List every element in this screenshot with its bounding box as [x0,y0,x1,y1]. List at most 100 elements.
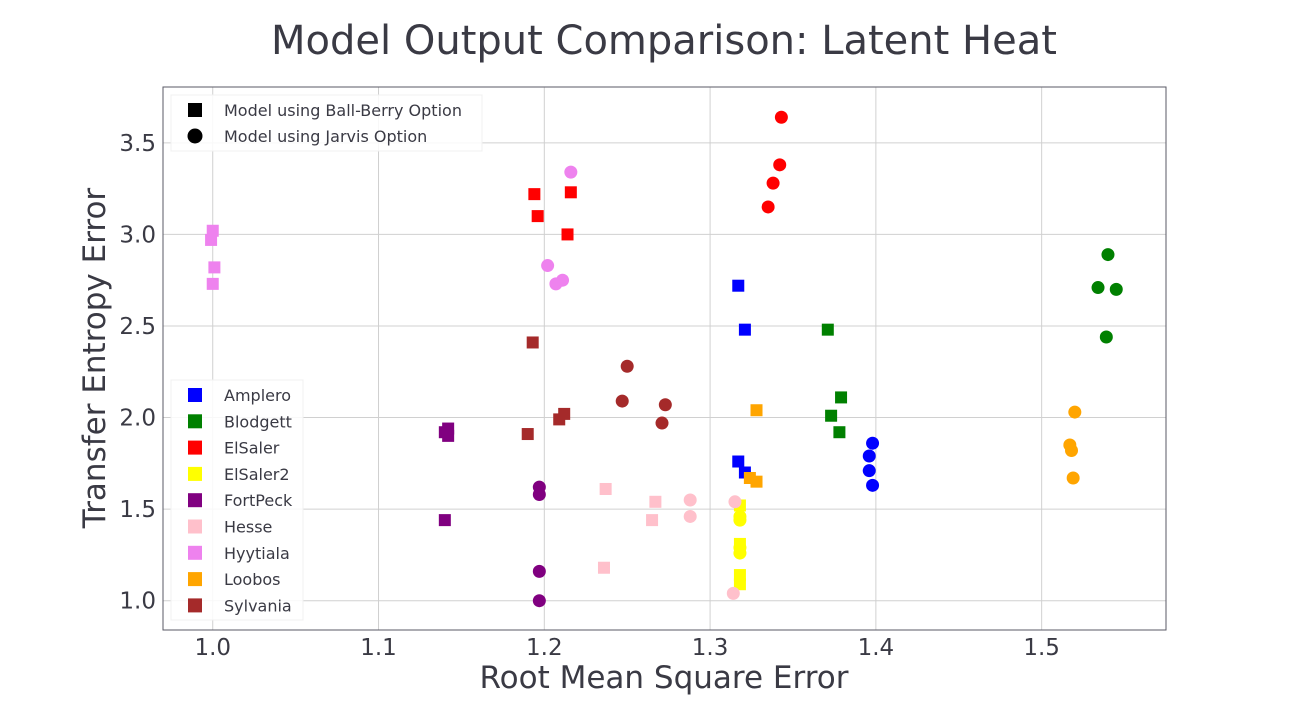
point-hesse-ballberry [597,561,610,574]
legend-label-sylvania: Sylvania [224,596,292,615]
point-hyytiala-jarvis [541,259,555,273]
point-elsaler-ballberry [531,210,544,223]
point-amplero-jarvis [866,436,880,450]
grid [163,87,1166,630]
legend-label: Model using Jarvis Option [224,127,427,146]
point-amplero-ballberry [738,323,751,336]
legend-label-amplero: Amplero [224,386,291,405]
plot-area [162,86,1167,631]
point-loobos-jarvis [1065,444,1079,458]
point-hesse-ballberry [649,495,662,508]
point-blodgett-jarvis [1101,248,1115,262]
point-fortpeck-jarvis [532,594,546,608]
point-fortpeck-ballberry [442,429,455,442]
chart-title: Model Output Comparison: Latent Heat [271,18,1057,64]
legend-swatch-hyytiala [188,545,202,560]
point-amplero-jarvis [862,449,876,463]
y-tick-label: 1.0 [119,589,156,615]
x-axis-ticks: 1.0 1.1 1.2 1.3 1.4 1.5 [194,635,1060,661]
x-tick-label: 1.2 [526,635,563,661]
legend-swatch-elsaler [188,440,202,455]
point-hesse-ballberry [646,514,659,527]
point-fortpeck-jarvis [532,487,546,501]
x-tick-label: 1.0 [194,635,231,661]
point-loobos-jarvis [1068,405,1082,419]
legend-label-hesse: Hesse [224,518,272,537]
point-fortpeck-jarvis [532,564,546,578]
legend-circle-marker [187,128,203,144]
legend-square-marker [188,103,202,117]
point-blodgett-ballberry [835,391,848,404]
x-tick-label: 1.3 [692,635,729,661]
point-amplero-ballberry [732,279,745,292]
legend-label-loobos: Loobos [224,570,281,589]
point-loobos-ballberry [750,404,763,417]
point-elsaler-ballberry [561,228,574,241]
point-blodgett-jarvis [1091,281,1105,295]
legend-swatch-hesse [188,519,202,534]
y-tick-label: 2.5 [119,314,156,340]
point-amplero-jarvis [866,478,880,492]
point-hyytiala-ballberry [206,224,219,237]
point-blodgett-ballberry [821,323,834,336]
point-elsaler-jarvis [774,110,788,124]
point-hesse-ballberry [599,482,612,495]
point-hesse-jarvis [683,509,697,523]
marker-legend: Model using Ball-Berry Option Model using… [170,94,483,152]
point-hesse-jarvis [726,586,740,600]
legend-label-fortpeck: FortPeck [224,491,293,510]
point-hyytiala-ballberry [208,261,221,274]
point-elsaler2-jarvis [733,546,747,560]
point-blodgett-ballberry [833,426,846,439]
point-blodgett-ballberry [825,409,838,422]
legend-label-hyytiala: Hyytiala [224,544,290,563]
y-tick-label: 2.0 [119,406,156,432]
legend-swatch-loobos [188,572,202,587]
point-sylvania-ballberry [526,336,539,349]
legend-label: Model using Ball-Berry Option [224,101,462,120]
point-amplero-jarvis [862,464,876,478]
legend-swatch-fortpeck [188,493,202,508]
y-axis-ticks: 1.0 1.5 2.0 2.5 3.0 3.5 [119,131,156,615]
y-tick-label: 3.0 [119,222,156,248]
point-sylvania-jarvis [620,359,634,373]
point-elsaler2-jarvis [733,513,747,527]
point-blodgett-jarvis [1109,282,1123,296]
legend-label-elsaler2: ElSaler2 [224,465,290,484]
point-amplero-ballberry [732,455,745,468]
legend-swatch-sylvania [188,598,202,613]
point-elsaler-jarvis [761,200,775,214]
legend-swatch-blodgett [188,414,202,429]
site-legend: Amplero Blodgett ElSaler ElSaler2 FortPeck He… [170,379,304,621]
point-loobos-ballberry [750,475,763,488]
legend-label-elsaler: ElSaler [224,439,280,458]
point-sylvania-ballberry [553,413,566,426]
point-fortpeck-ballberry [438,514,451,527]
point-elsaler2-ballberry [733,578,746,591]
point-blodgett-jarvis [1099,330,1113,344]
point-elsaler-ballberry [564,186,577,199]
point-sylvania-ballberry [521,428,534,441]
point-hesse-jarvis [683,493,697,507]
point-elsaler-ballberry [528,188,541,201]
point-hyytiala-jarvis [549,277,563,291]
point-elsaler-jarvis [766,176,780,190]
point-hesse-jarvis [728,495,742,509]
y-axis-label: Transfer Entropy Error [77,188,113,530]
x-tick-label: 1.1 [360,635,397,661]
legend-swatch-elsaler2 [188,466,202,481]
point-elsaler2-ballberry [733,569,746,582]
legend-box [170,94,483,152]
point-sylvania-jarvis [658,398,672,412]
legend-swatch-amplero [188,388,202,402]
point-elsaler-jarvis [773,158,787,172]
y-tick-label: 3.5 [119,131,156,157]
point-hyytiala-ballberry [206,277,219,290]
y-tick-label: 1.5 [119,497,156,523]
point-loobos-jarvis [1066,471,1080,485]
x-tick-label: 1.4 [858,635,895,661]
x-axis-label: Root Mean Square Error [480,660,849,696]
point-sylvania-jarvis [655,416,669,430]
legend-label-blodgett: Blodgett [224,412,292,431]
